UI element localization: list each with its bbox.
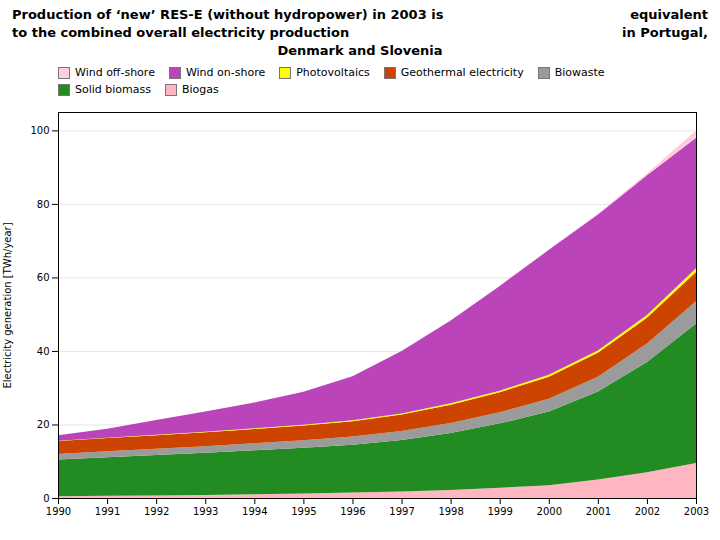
html-text:Wind off-shore: Wind off-shore — [75, 66, 155, 79]
svg-text:1998: 1998 — [438, 506, 463, 517]
svg-text:2003: 2003 — [684, 506, 709, 517]
svg-text:0: 0 — [43, 493, 49, 504]
svg-text:40: 40 — [37, 346, 50, 357]
svg-text:100: 100 — [30, 125, 49, 136]
svg-text:60: 60 — [37, 272, 50, 283]
svg-text:80: 80 — [37, 199, 50, 210]
html-text:equivalent: equivalent — [630, 7, 708, 22]
html-text:Biowaste: Biowaste — [554, 66, 605, 79]
svg-text:1990: 1990 — [46, 506, 71, 517]
svg-text:1992: 1992 — [144, 506, 169, 517]
svg-text:20: 20 — [37, 419, 50, 430]
svg-text:2002: 2002 — [635, 506, 660, 517]
html-text:Denmark and Slovenia: Denmark and Slovenia — [277, 43, 443, 58]
svg-text:2001: 2001 — [586, 506, 611, 517]
svg-text:1994: 1994 — [242, 506, 267, 517]
html-text:Solid biomass: Solid biomass — [75, 83, 151, 96]
html-text:Biogas: Biogas — [182, 83, 219, 96]
svg-text:1991: 1991 — [95, 506, 120, 517]
html-text:Photovoltaics: Photovoltaics — [296, 66, 370, 79]
html-text:Production of ‘new’ RES-E (wit: Production of ‘new’ RES-E (without hydro… — [12, 7, 444, 22]
svg-text:1996: 1996 — [340, 506, 365, 517]
html-text:in Portugal,: in Portugal, — [621, 25, 708, 40]
html-text:to the combined overall electr: to the combined overall electricity prod… — [12, 25, 350, 40]
svg-text:1999: 1999 — [487, 506, 512, 517]
svg-text:2000: 2000 — [537, 506, 562, 517]
html-text:Wind on-shore: Wind on-shore — [185, 66, 266, 79]
svg-text:Electricity generation [TWh/ye: Electricity generation [TWh/year] — [2, 222, 13, 388]
svg-text:1995: 1995 — [291, 506, 316, 517]
html-text:Geothermal electricity: Geothermal electricity — [400, 66, 524, 79]
svg-text:1993: 1993 — [193, 506, 218, 517]
svg-text:1997: 1997 — [389, 506, 414, 517]
